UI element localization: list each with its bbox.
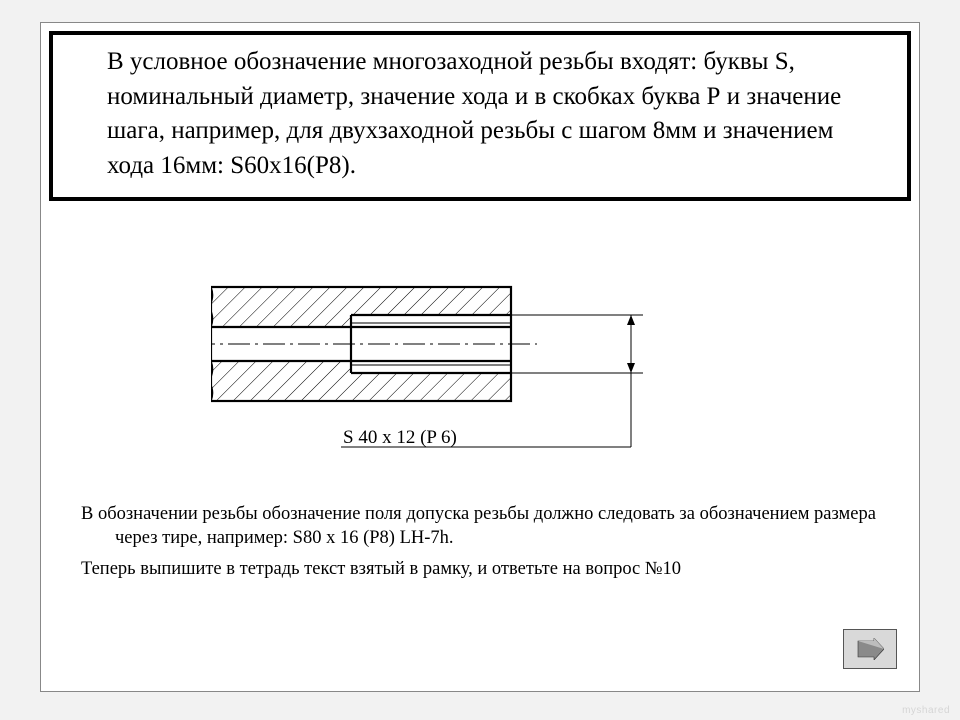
body-p1: В обозначении резьбы обозначение поля до… xyxy=(81,503,881,550)
framed-definition-box: В условное обозначение многозаходной рез… xyxy=(49,31,911,201)
watermark: myshared xyxy=(902,705,950,716)
body-paragraphs: В обозначении резьбы обозначение поля до… xyxy=(81,503,881,590)
dimension-label: S 40 x 12 (P 6) xyxy=(343,427,457,449)
diagram-svg xyxy=(211,279,691,479)
next-button[interactable] xyxy=(843,629,897,669)
thread-section-diagram: S 40 x 12 (P 6) xyxy=(211,279,691,479)
slide: В условное обозначение многозаходной рез… xyxy=(40,22,920,692)
framed-text: В условное обозначение многозаходной рез… xyxy=(107,48,841,179)
body-p2: Теперь выпишите в тетрадь текст взятый в… xyxy=(81,558,881,582)
next-arrow-icon xyxy=(856,638,884,660)
